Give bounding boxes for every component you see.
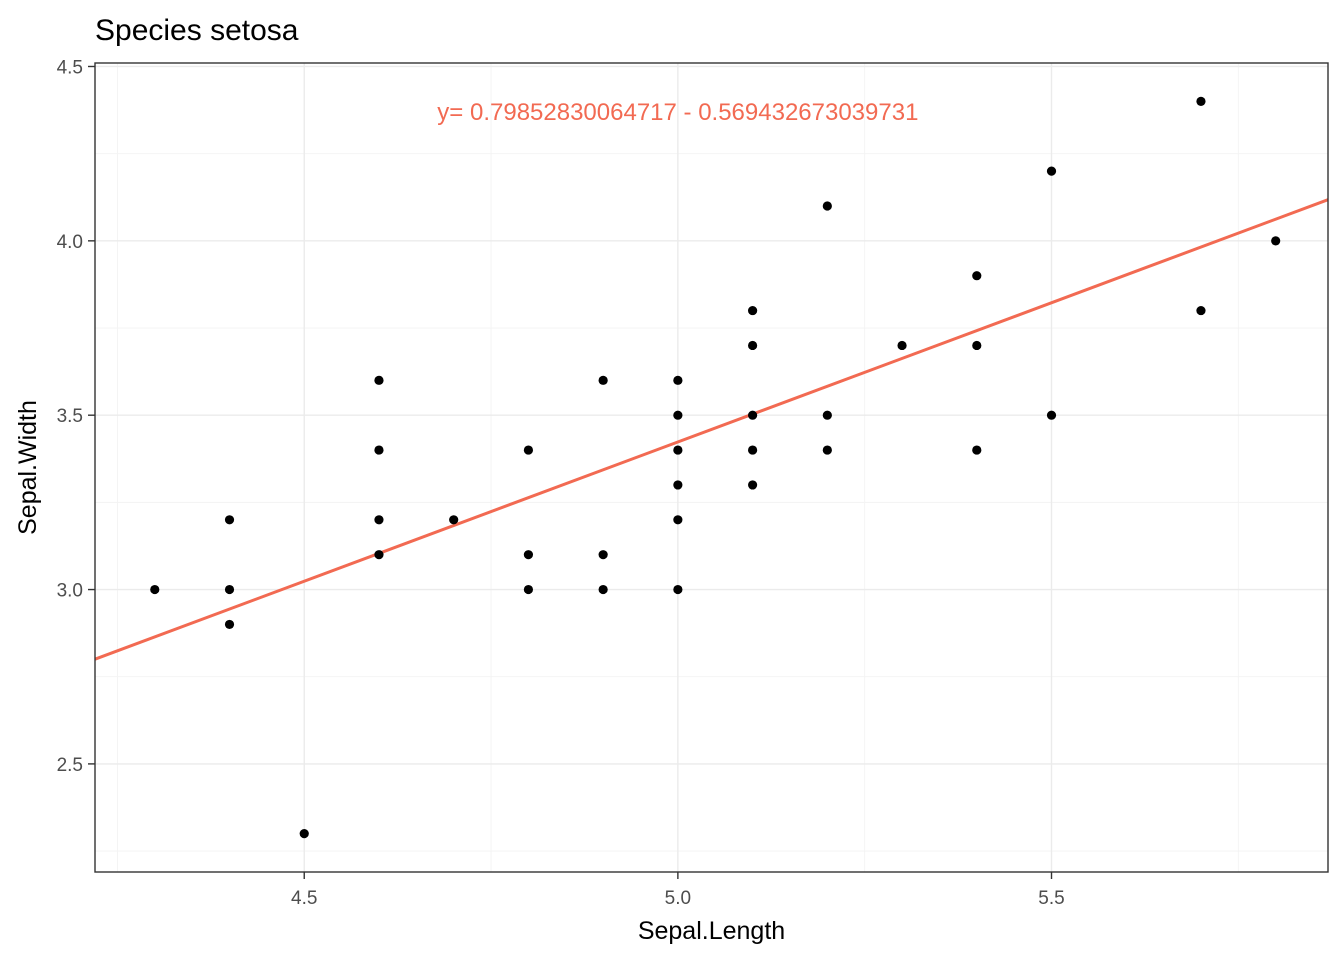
data-point — [1046, 166, 1057, 176]
data-point — [449, 515, 459, 525]
data-point — [523, 445, 534, 455]
data-point — [374, 445, 384, 455]
data-point — [673, 584, 683, 595]
data-point — [822, 201, 832, 211]
x-tick-label: 4.5 — [291, 888, 317, 909]
data-point — [374, 515, 384, 525]
y-tick-label: 4.0 — [57, 232, 83, 253]
data-point — [748, 445, 758, 455]
data-point — [673, 410, 683, 420]
data-point — [523, 550, 534, 560]
data-point — [748, 410, 758, 420]
data-point — [748, 340, 758, 351]
data-point — [1196, 96, 1206, 106]
data-point — [1271, 236, 1281, 246]
x-axis-title: Sepal.Length — [638, 917, 785, 945]
minor-gridlines — [95, 63, 1328, 872]
y-axis-title: Sepal.Width — [14, 400, 42, 535]
y-axis: 2.5 3.0 3.5 4.0 4.5 — [57, 57, 95, 776]
data-point — [748, 480, 758, 490]
data-point — [673, 445, 683, 455]
data-point — [224, 619, 235, 630]
points-layer — [150, 96, 1281, 839]
data-point — [224, 584, 235, 595]
data-point — [822, 410, 832, 420]
data-point — [972, 340, 982, 351]
data-point — [972, 271, 982, 281]
x-axis: 4.5 5.0 5.5 — [291, 872, 1065, 909]
y-tick-label: 2.5 — [57, 755, 83, 776]
chart-title: Species setosa — [95, 14, 299, 47]
data-point — [299, 829, 309, 839]
panel-border — [94, 62, 1329, 873]
data-point — [523, 584, 534, 595]
data-point — [897, 340, 907, 351]
x-tick-label: 5.5 — [1038, 888, 1064, 909]
data-point — [1046, 410, 1057, 420]
regression-equation-annotation: y= 0.79852830064717 - 0.569432673039731 — [437, 99, 918, 126]
data-point — [972, 445, 982, 455]
regression-line — [94, 198, 1329, 661]
x-tick-label: 5.0 — [665, 888, 691, 909]
data-point — [150, 584, 160, 595]
data-point — [1196, 305, 1206, 316]
data-point — [374, 375, 384, 385]
data-point — [598, 584, 608, 595]
data-point — [673, 375, 683, 385]
data-point — [748, 305, 758, 316]
data-point — [673, 480, 683, 490]
data-point — [374, 550, 384, 560]
regression-layer — [94, 198, 1329, 661]
data-point — [598, 375, 608, 385]
y-tick-label: 4.5 — [57, 57, 83, 78]
data-point — [598, 550, 608, 560]
major-gridlines — [95, 63, 1328, 872]
y-tick-label: 3.0 — [57, 581, 83, 602]
data-point — [224, 515, 235, 525]
y-tick-label: 3.5 — [57, 406, 83, 427]
data-point — [673, 515, 683, 525]
data-point — [822, 445, 832, 455]
